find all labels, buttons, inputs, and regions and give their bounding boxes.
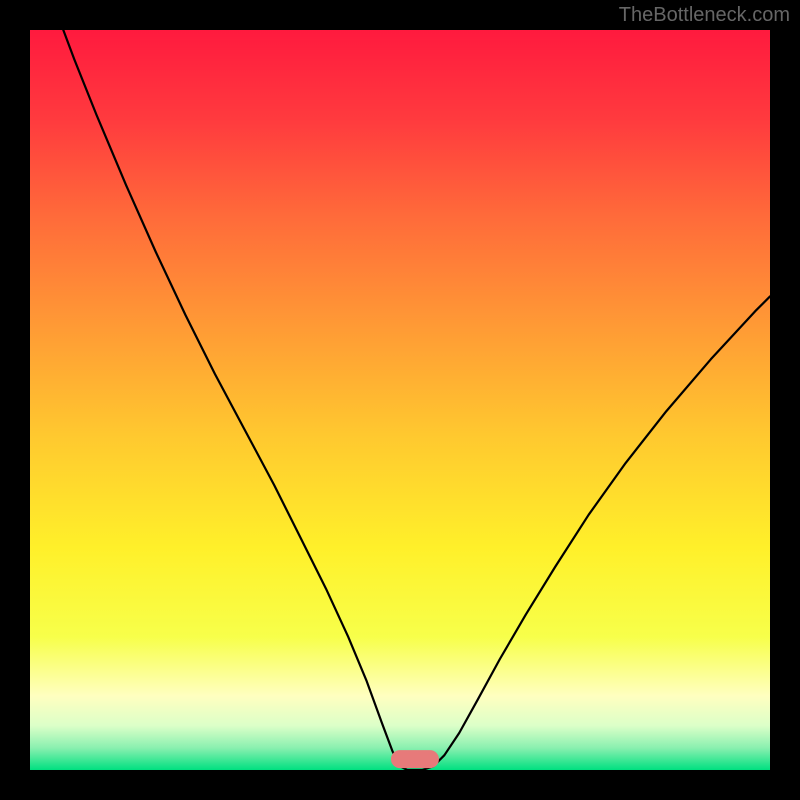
watermark-text: TheBottleneck.com bbox=[619, 4, 790, 27]
plot-area bbox=[30, 30, 770, 770]
optimum-marker bbox=[391, 750, 439, 768]
chart-canvas: TheBottleneck.com bbox=[0, 0, 800, 800]
bottleneck-curve bbox=[30, 30, 770, 770]
